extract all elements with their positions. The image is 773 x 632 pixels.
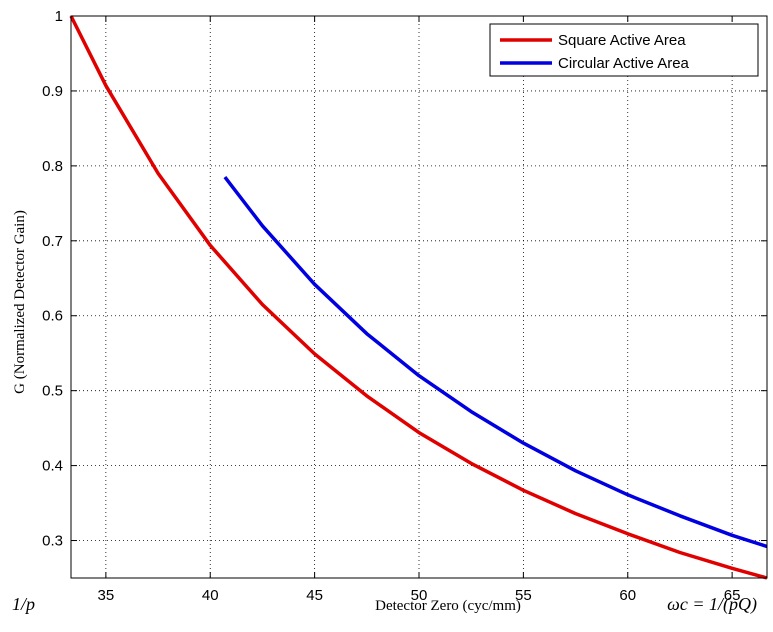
x-min-label: 1/p — [12, 594, 35, 614]
grid-lines — [71, 16, 767, 578]
legend-label-square: Square Active Area — [558, 32, 686, 49]
x-tick-label: 35 — [98, 587, 115, 604]
x-tick-label: 65 — [724, 587, 741, 604]
series-square-active-area — [69, 15, 768, 580]
y-tick-label: 0.9 — [42, 83, 63, 100]
y-tick-label: 0.6 — [42, 308, 63, 325]
legend-label-circular: Circular Active Area — [558, 55, 690, 72]
series-circular-active-area — [223, 176, 768, 549]
y-tick-label: 0.5 — [42, 383, 63, 400]
y-tick-label: 1 — [55, 8, 63, 25]
y-tick-label: 0.7 — [42, 233, 63, 250]
y-tick-label: 0.3 — [42, 533, 63, 550]
tick-layer: 35 40 45 50 55 60 65 0.3 0.4 0.5 0.6 0.7 0.8 0.9 1 — [42, 8, 767, 604]
legend: Square Active Area Circular Active Area — [489, 23, 759, 77]
x-tick-label: 45 — [306, 587, 323, 604]
series-layer — [69, 15, 768, 580]
legend-box — [489, 23, 759, 77]
y-tick-label: 0.4 — [42, 458, 63, 475]
x-tick-label: 40 — [202, 587, 219, 604]
x-tick-label: 55 — [515, 587, 532, 604]
y-axis-label: G (Normalized Detector Gain) — [12, 210, 28, 394]
y-tick-label: 0.8 — [42, 158, 63, 175]
x-axis-label: Detector Zero (cyc/mm) — [375, 598, 521, 614]
x-max-label: ωc = 1/(pQ) — [667, 594, 757, 615]
x-tick-label: 50 — [411, 587, 428, 604]
x-tick-label: 60 — [619, 587, 636, 604]
